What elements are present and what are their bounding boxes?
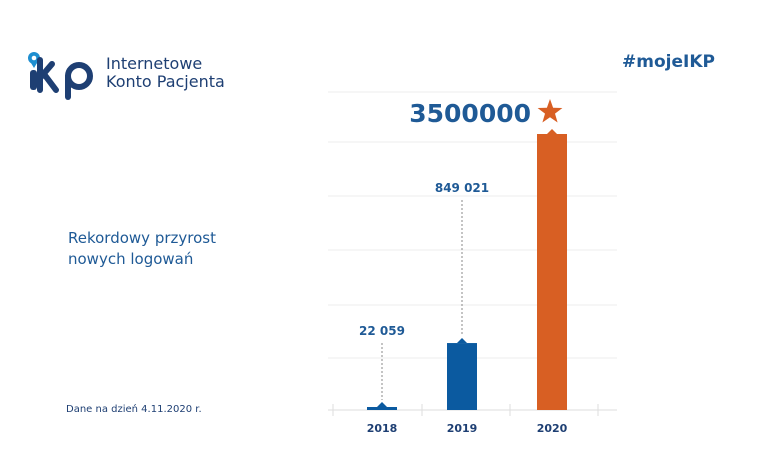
- subtitle-line-1: Rekordowy przyrost: [68, 229, 216, 247]
- logo-text: Internetowe Konto Pacjenta: [106, 55, 225, 91]
- x-tick-label: 2020: [537, 422, 568, 435]
- bar-notch: [457, 338, 467, 344]
- data-label: 849 021: [435, 181, 489, 195]
- data-label: 3500000: [409, 99, 531, 128]
- bar-notch: [547, 129, 557, 134]
- subtitle-line-2: nowych logowań: [68, 250, 194, 268]
- x-tick-label: 2019: [447, 422, 478, 435]
- bar-notch: [377, 402, 387, 407]
- hashtag: #mojeIKP: [622, 52, 715, 72]
- subtitle: Rekordowy przyrost nowych logowań: [68, 228, 216, 270]
- bar-2018: [367, 407, 397, 410]
- bar-2019: [447, 343, 477, 410]
- logo-line-2: Konto Pacjenta: [106, 72, 225, 91]
- bar-2020: [537, 134, 567, 410]
- x-tick-label: 2018: [367, 422, 398, 435]
- data-label: 22 059: [359, 324, 405, 338]
- star-icon: [537, 99, 563, 123]
- logo-line-1: Internetowe: [106, 54, 203, 73]
- footnote: Dane na dzień 4.11.2020 r.: [66, 404, 202, 415]
